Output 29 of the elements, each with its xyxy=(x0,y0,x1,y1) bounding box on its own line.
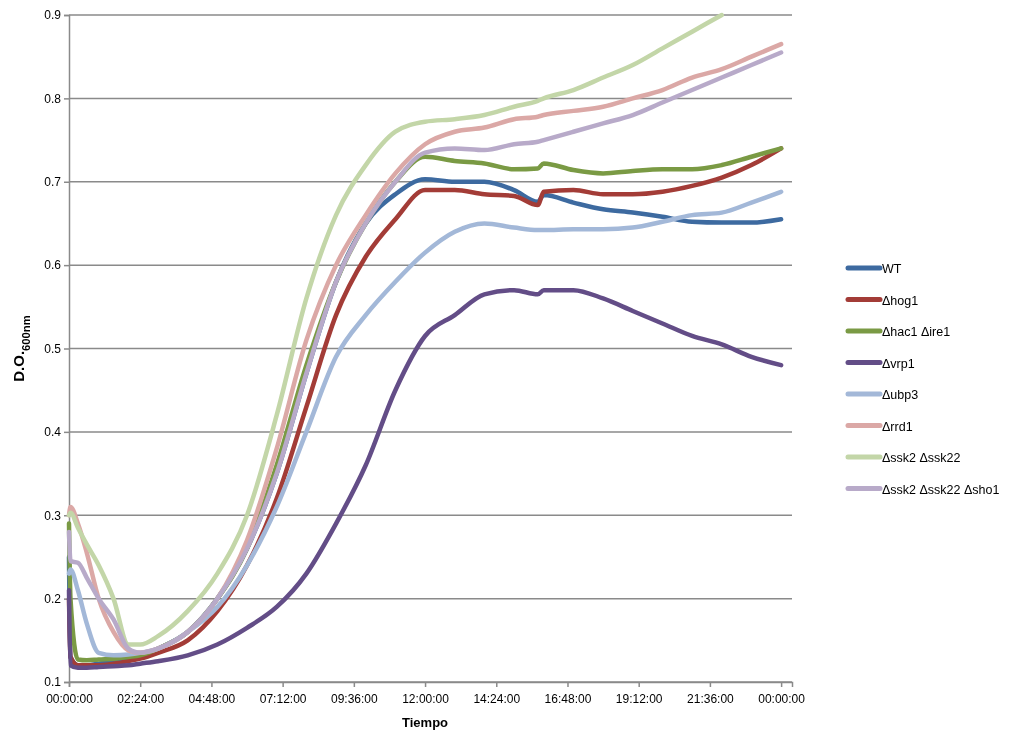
legend-label: Δhac1 Δire1 xyxy=(882,325,951,339)
y-tick-label: 0.2 xyxy=(44,591,62,606)
y-tick-label: 0.7 xyxy=(44,175,62,190)
x-tick-label: 14:24:00 xyxy=(473,692,521,707)
legend-label: WT xyxy=(882,262,902,276)
legend-label: Δrrd1 xyxy=(882,419,913,434)
x-tick-label: 00:00:00 xyxy=(46,692,94,707)
legend-label: Δhog1 xyxy=(882,293,919,308)
legend-label: Δssk2 Δssk22 Δsho1 xyxy=(882,482,1000,497)
y-tick-label: 0.8 xyxy=(44,91,62,106)
x-tick-label: 09:36:00 xyxy=(330,692,379,707)
x-tick-label: 19:12:00 xyxy=(615,692,663,707)
legend-label: Δssk2 Δssk22 xyxy=(882,451,961,465)
x-tick-label: 12:00:00 xyxy=(402,692,450,707)
y-tick-label: 0.9 xyxy=(44,8,62,23)
y-tick-label: 0.3 xyxy=(44,508,62,523)
y-tick-label: 0.6 xyxy=(44,258,62,273)
x-tick-label: 02:24:00 xyxy=(117,692,165,707)
x-tick-label: 07:12:00 xyxy=(259,692,307,707)
legend-label: Δubp3 xyxy=(882,388,919,402)
y-tick-label: 0.5 xyxy=(44,341,62,356)
x-tick-label: 21:36:00 xyxy=(687,692,735,707)
y-tick-label: 0.1 xyxy=(44,675,62,690)
x-axis-title: Tiempo xyxy=(402,715,449,730)
legend-label: Δvrp1 xyxy=(882,356,915,371)
y-tick-label: 0.4 xyxy=(44,425,62,440)
x-tick-label: 16:48:00 xyxy=(544,692,592,707)
x-tick-label: 00:00:00 xyxy=(758,692,806,707)
x-tick-label: 04:48:00 xyxy=(188,692,236,707)
